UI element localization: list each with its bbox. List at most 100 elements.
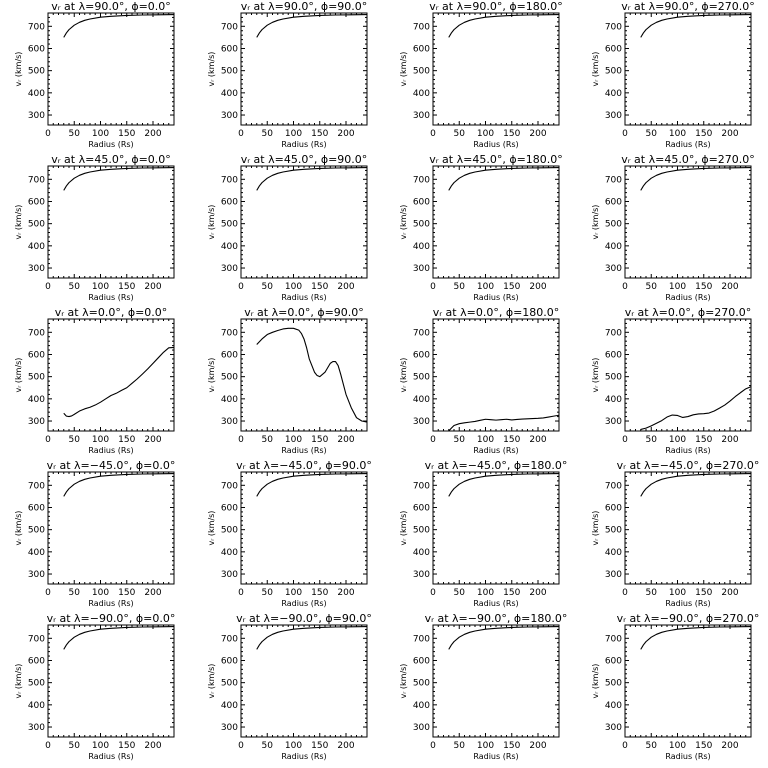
y-tick-label: 400 xyxy=(28,89,45,99)
x-tick-label: 100 xyxy=(477,741,494,751)
x-tick-label: 200 xyxy=(337,435,354,445)
y-tick-label: 300 xyxy=(28,264,45,274)
y-tick-label: 600 xyxy=(605,197,622,207)
x-tick-label: 0 xyxy=(45,282,51,292)
x-axis-label: Radius (Rs) xyxy=(473,140,518,149)
y-tick-label: 600 xyxy=(605,44,622,54)
series-line xyxy=(448,626,560,650)
x-tick-label: 200 xyxy=(721,741,738,751)
y-tick-label: 300 xyxy=(28,111,45,121)
x-tick-label: 100 xyxy=(285,588,302,598)
plot-frame xyxy=(47,624,175,738)
y-axis-label: vᵣ (km/s) xyxy=(399,664,408,699)
y-tick-label: 400 xyxy=(221,89,238,99)
panel-title: vᵣ at λ=−90.0°, ϕ=270.0° xyxy=(617,612,760,625)
series-line xyxy=(448,167,560,191)
chart-panel: vᵣ at λ=−45.0°, ϕ=90.0° 0 50 100 150 200 300 40… xyxy=(207,459,372,608)
x-axis-label: Radius (Rs) xyxy=(88,446,133,455)
y-tick-label: 400 xyxy=(605,395,622,405)
y-axis-label: vᵣ (km/s) xyxy=(399,511,408,546)
chart-panel: vᵣ at λ=45.0°, ϕ=0.0° 0 50 100 150 200 300 400 5… xyxy=(14,153,175,302)
y-tick-label: 500 xyxy=(605,373,622,383)
x-tick-label: 100 xyxy=(669,435,686,445)
x-tick-label: 150 xyxy=(311,435,328,445)
chart-panel: vᵣ at λ=−45.0°, ϕ=270.0° 0 50 100 150 200 300 4… xyxy=(591,459,759,608)
series-line xyxy=(256,327,368,423)
chart-panel: vᵣ at λ=−90.0°, ϕ=90.0° 0 50 100 150 200 300 40… xyxy=(207,612,372,761)
y-axis-label: vᵣ (km/s) xyxy=(207,664,216,699)
plot-frame xyxy=(624,471,752,585)
y-axis-label: vᵣ (km/s) xyxy=(14,205,23,240)
panel-title: vᵣ at λ=0.0°, ϕ=180.0° xyxy=(433,306,560,319)
x-tick-label: 150 xyxy=(503,129,520,139)
plot-frame xyxy=(47,318,175,432)
x-tick-label: 100 xyxy=(669,129,686,139)
x-tick-label: 100 xyxy=(92,435,109,445)
x-tick-label: 150 xyxy=(695,741,712,751)
panel-title: vᵣ at λ=90.0°, ϕ=270.0° xyxy=(621,0,755,13)
x-tick-label: 200 xyxy=(144,282,161,292)
y-tick-label: 700 xyxy=(28,22,45,32)
x-tick-label: 100 xyxy=(477,282,494,292)
series-line xyxy=(63,14,175,38)
plot-frame xyxy=(240,624,368,738)
y-tick-label: 500 xyxy=(221,67,238,77)
series-line xyxy=(63,346,175,418)
panel-title: vᵣ at λ=−90.0°, ϕ=0.0° xyxy=(47,612,176,625)
x-axis-label: Radius (Rs) xyxy=(281,752,326,761)
y-tick-label: 400 xyxy=(28,242,45,252)
y-tick-label: 300 xyxy=(605,111,622,121)
chart-panel: vᵣ at λ=−45.0°, ϕ=0.0° 0 50 100 150 200 300 400… xyxy=(14,459,175,608)
y-tick-label: 600 xyxy=(413,350,430,360)
plot-frame xyxy=(240,165,368,279)
x-axis-label: Radius (Rs) xyxy=(281,140,326,149)
x-tick-label: 50 xyxy=(646,129,658,139)
y-axis-label: vᵣ (km/s) xyxy=(399,52,408,87)
plot-frame xyxy=(432,318,560,432)
y-tick-label: 400 xyxy=(605,548,622,558)
x-tick-label: 50 xyxy=(262,282,274,292)
x-tick-label: 200 xyxy=(529,741,546,751)
plot-frame xyxy=(624,318,752,432)
y-tick-label: 400 xyxy=(221,701,238,711)
plot-frame xyxy=(240,12,368,126)
x-tick-label: 0 xyxy=(622,282,628,292)
chart-panel: vᵣ at λ=45.0°, ϕ=270.0° 0 50 100 150 200 300 40… xyxy=(591,153,755,302)
chart-panel: vᵣ at λ=0.0°, ϕ=270.0° 0 50 100 150 200 300 400… xyxy=(591,306,752,455)
y-tick-label: 400 xyxy=(605,242,622,252)
x-axis-label: Radius (Rs) xyxy=(665,293,710,302)
x-tick-label: 0 xyxy=(238,741,244,751)
x-tick-label: 0 xyxy=(622,435,628,445)
x-tick-label: 150 xyxy=(311,282,328,292)
chart-panel: vᵣ at λ=0.0°, ϕ=180.0° 0 50 100 150 200 300 400… xyxy=(399,306,560,455)
y-tick-label: 700 xyxy=(413,328,430,338)
plot-frame xyxy=(624,165,752,279)
y-tick-label: 300 xyxy=(28,417,45,427)
x-tick-label: 100 xyxy=(669,282,686,292)
y-tick-label: 700 xyxy=(221,481,238,491)
y-tick-label: 500 xyxy=(221,220,238,230)
y-axis-label: vᵣ (km/s) xyxy=(207,358,216,393)
x-tick-label: 50 xyxy=(262,588,274,598)
x-tick-label: 150 xyxy=(311,741,328,751)
y-tick-label: 700 xyxy=(413,22,430,32)
y-tick-label: 600 xyxy=(413,503,430,513)
series-line xyxy=(256,473,368,497)
x-tick-label: 150 xyxy=(695,588,712,598)
y-tick-label: 300 xyxy=(605,723,622,733)
plot-frame xyxy=(47,165,175,279)
x-tick-label: 0 xyxy=(430,588,436,598)
chart-panel: vᵣ at λ=−90.0°, ϕ=0.0° 0 50 100 150 200 300 400… xyxy=(14,612,175,761)
x-tick-label: 100 xyxy=(477,588,494,598)
series-line xyxy=(640,473,752,497)
chart-panel: vᵣ at λ=0.0°, ϕ=0.0° 0 50 100 150 200 300 400 50… xyxy=(14,306,175,455)
series-line xyxy=(256,14,368,38)
series-line xyxy=(640,386,752,430)
x-tick-label: 0 xyxy=(238,282,244,292)
x-tick-label: 150 xyxy=(118,435,135,445)
panel-title: vᵣ at λ=−90.0°, ϕ=90.0° xyxy=(236,612,372,625)
y-tick-label: 700 xyxy=(413,175,430,185)
panel-title: vᵣ at λ=0.0°, ϕ=270.0° xyxy=(625,306,752,319)
y-axis-label: vᵣ (km/s) xyxy=(207,511,216,546)
y-tick-label: 700 xyxy=(28,328,45,338)
